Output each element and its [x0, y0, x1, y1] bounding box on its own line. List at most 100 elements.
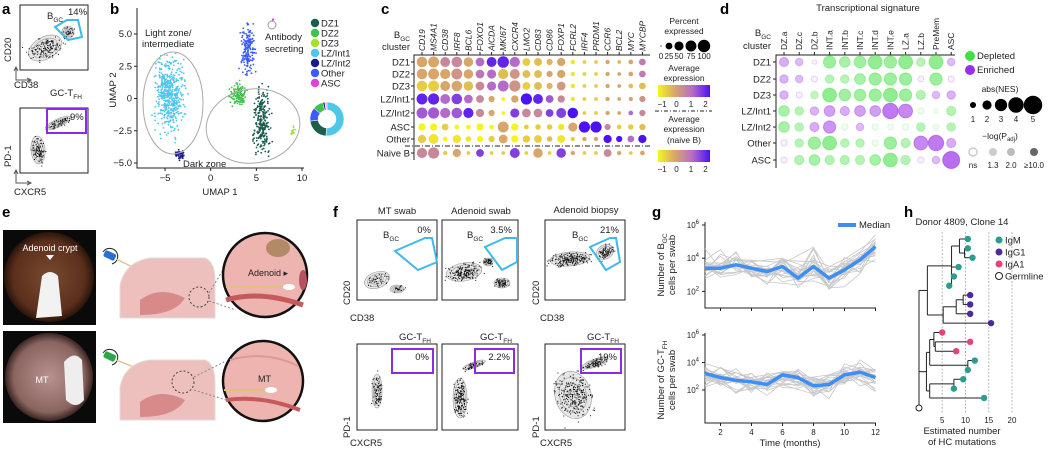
flow-event [45, 54, 47, 56]
umap-point [260, 145, 263, 148]
umap-point [169, 74, 172, 77]
flow-event [573, 401, 575, 403]
flow-event [574, 257, 576, 259]
umap-point [178, 97, 181, 100]
umap-point [242, 54, 245, 57]
flow-event [499, 285, 501, 286]
flow-event [584, 392, 586, 394]
flow-event [562, 390, 564, 392]
flow-event [454, 396, 456, 398]
umap-point [242, 56, 245, 58]
umap-point [172, 121, 175, 123]
y-tick-label: 106 [687, 330, 700, 340]
bgc-gate-percent: 3.5% [490, 225, 512, 236]
flow-event [41, 50, 42, 52]
flow-event [461, 277, 463, 278]
flow-event [570, 390, 572, 392]
flow-event [576, 256, 578, 258]
flow-event [595, 364, 597, 366]
flow-event [43, 50, 44, 52]
flow-event [580, 400, 582, 402]
leaf-igm [950, 385, 958, 392]
flow-event [593, 407, 595, 409]
flow-event [53, 128, 55, 130]
flow-event [54, 44, 56, 46]
flow-event [559, 256, 561, 258]
umap-point [177, 110, 179, 113]
flow-event [590, 415, 591, 417]
umap-point [163, 116, 166, 119]
flow-event [570, 396, 571, 398]
flow-event [597, 364, 599, 366]
umap-point [162, 95, 165, 98]
expression-dot [475, 108, 485, 118]
flow-event [575, 394, 577, 396]
umap-point [168, 84, 171, 87]
flow-event [572, 258, 574, 260]
flow-events [444, 257, 511, 289]
umap-point [160, 72, 163, 74]
flow-event [594, 366, 596, 368]
nes-dot [778, 105, 790, 117]
flow-event [574, 396, 576, 398]
flow-event [562, 259, 564, 261]
umap-point [241, 103, 243, 106]
flow-event [484, 258, 486, 260]
umap-point [263, 109, 266, 112]
row-label-dz3: DZ3 [753, 91, 771, 102]
flow-event [569, 256, 571, 257]
umap-point [259, 106, 262, 109]
flow-event [42, 151, 44, 153]
umap-point [154, 86, 157, 89]
flow-event [458, 274, 460, 276]
umap-point [292, 128, 295, 131]
flow-event [51, 40, 53, 42]
umap-point [239, 100, 242, 103]
umap-point [170, 108, 172, 111]
umap-point [174, 136, 177, 139]
flow-event [597, 366, 599, 368]
flow-event [599, 361, 601, 363]
flow-event [61, 120, 63, 122]
flow-event [593, 410, 595, 411]
umap-point [255, 122, 258, 125]
umap-point [244, 42, 247, 45]
column-label-int-e: INT.e [885, 30, 895, 50]
flow-event [401, 285, 403, 287]
expression-dot [509, 80, 521, 92]
flow-event [567, 386, 568, 388]
flow-event [67, 32, 69, 34]
flow-event [482, 362, 484, 364]
row-header-line2: cluster [743, 41, 771, 52]
umap-point [180, 85, 183, 88]
flow-event [376, 393, 378, 394]
flow-event [578, 400, 580, 402]
flow-event [499, 282, 501, 283]
flow-event [606, 361, 608, 363]
flow-event [454, 398, 456, 400]
legend-depleted: Depleted [977, 51, 1015, 62]
flow-event [476, 275, 478, 277]
flow-event [576, 257, 577, 259]
flow-event [569, 259, 571, 261]
flow-event [565, 394, 567, 395]
umap-point [161, 113, 164, 115]
flow-event [43, 150, 45, 152]
umap-point [161, 81, 163, 84]
flow-event [589, 395, 591, 396]
umap-point [249, 59, 252, 62]
nes-dot [933, 108, 939, 114]
flow-event [602, 252, 604, 254]
expression-dot [556, 108, 567, 118]
umap-point [174, 106, 176, 109]
flow-event [32, 144, 34, 146]
nes-dot [913, 135, 929, 151]
gene-label-cd38: CD38 [440, 29, 450, 51]
flow-event [52, 123, 54, 125]
umap-point [265, 124, 267, 127]
flow-event [557, 263, 559, 265]
expression-dot [582, 111, 587, 115]
flow-event [564, 257, 565, 259]
flow-event [33, 53, 35, 55]
flow-plot-bgc-0 [356, 219, 438, 301]
